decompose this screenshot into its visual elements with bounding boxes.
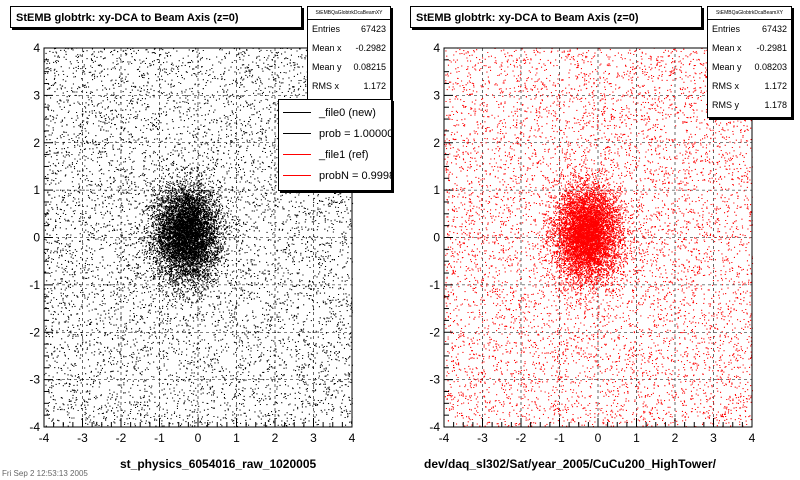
y-tick-label: 3 [33, 88, 40, 102]
y-tick-label: 0 [33, 231, 40, 245]
x-axis-label: st_physics_6054016_raw_1020005 [120, 457, 317, 471]
x-tick-label: 4 [749, 431, 756, 445]
x-tick-label: 2 [672, 431, 679, 445]
legend: _file0 (new) prob = 1.000000 _file1 (ref… [278, 99, 392, 191]
y-tick-label: 4 [33, 41, 40, 55]
stats-row-mean-y: Mean y 0.08203 [712, 62, 787, 72]
legend-entry-probn: probN = 0.999800 [279, 165, 391, 186]
x-tick-label: -3 [77, 431, 88, 445]
x-tick-label: -4 [39, 431, 50, 445]
axis-ticks [43, 47, 353, 428]
y-tick-label: 3 [433, 88, 440, 102]
stats-histogram-name: StEMBQaGlobtrkDcaBeamXY [708, 7, 791, 20]
x-tick-label: 1 [633, 431, 640, 445]
x-tick-label: -2 [516, 431, 527, 445]
x-tick-label: -1 [554, 431, 565, 445]
x-tick-label: -1 [154, 431, 165, 445]
y-tick-label: 1 [33, 183, 40, 197]
x-tick-label: 0 [595, 431, 602, 445]
y-tick-label: -2 [429, 325, 440, 339]
stats-box: StEMBQaGlobtrkDcaBeamXY Entries 67432 Mea… [707, 6, 792, 118]
histogram-panel-new: -4 -3 -2 -1 0 1 2 3 4 -4 -3 -2 -1 0 1 2 3 4 StEMB globtrk… [10, 6, 392, 471]
legend-entry-prob: prob = 1.000000 [279, 123, 391, 144]
x-axis-label: dev/daq_sl302/Sat/year_2005/CuCu200_High… [424, 457, 716, 471]
y-tick-label: -3 [429, 373, 440, 387]
chart-title: StEMB globtrk: xy-DCA to Beam Axis (z=0) [10, 6, 302, 28]
y-tick-label: 2 [433, 136, 440, 150]
scatter-points [44, 47, 354, 428]
x-tick-label: 0 [195, 431, 202, 445]
chart-title: StEMB globtrk: xy-DCA to Beam Axis (z=0) [410, 6, 702, 28]
stats-row-rms-x: RMS x 1.172 [312, 81, 386, 91]
stats-box: StEMBQaGlobtrkDcaBeamXY Entries 67423 Mea… [307, 6, 391, 102]
scatter-plot-new: -4 -3 -2 -1 0 1 2 3 4 -4 -3 -2 -1 0 1 2 3 4 [29, 41, 356, 445]
y-tick-label: -1 [429, 278, 440, 292]
scatter-points [444, 47, 754, 428]
y-tick-label: -4 [29, 420, 40, 434]
y-tick-label: -3 [29, 373, 40, 387]
y-tick-label: -4 [429, 420, 440, 434]
x-tick-label: 2 [272, 431, 279, 445]
stats-histogram-name: StEMBQaGlobtrkDcaBeamXY [308, 7, 390, 20]
stats-row-mean-x: Mean x -0.2981 [712, 43, 787, 53]
y-tick-label: 0 [433, 231, 440, 245]
x-tick-label: 3 [310, 431, 317, 445]
stats-row-entries: Entries 67432 [712, 24, 787, 34]
stats-row-mean-y: Mean y 0.08215 [312, 62, 386, 72]
x-tick-label: 4 [349, 431, 356, 445]
y-tick-label: 2 [33, 136, 40, 150]
axis-ticks [443, 47, 753, 428]
y-tick-label: 1 [433, 183, 440, 197]
stats-row-entries: Entries 67423 [312, 24, 386, 34]
legend-entry-file1: _file1 (ref) [279, 144, 391, 165]
x-tick-label: -4 [439, 431, 450, 445]
x-tick-label: 3 [710, 431, 717, 445]
y-tick-label: -2 [29, 325, 40, 339]
y-tick-label: -1 [29, 278, 40, 292]
histogram-panel-ref: -4 -3 -2 -1 0 1 2 3 4 -4 -3 -2 -1 0 1 2 3 4 StEMB globtrk… [400, 0, 800, 480]
scatter-plot-ref: -4 -3 -2 -1 0 1 2 3 4 -4 -3 -2 -1 0 1 2 3 4 [429, 41, 756, 445]
stats-row-rms-y: RMS y 1.178 [712, 100, 787, 110]
y-tick-label: 4 [433, 41, 440, 55]
x-tick-label: -3 [477, 431, 488, 445]
x-tick-label: 1 [233, 431, 240, 445]
stats-row-mean-x: Mean x -0.2982 [312, 43, 386, 53]
stats-row-rms-x: RMS x 1.172 [712, 81, 787, 91]
timestamp-footer: Fri Sep 2 12:53:13 2005 [2, 469, 88, 478]
x-tick-label: -2 [116, 431, 127, 445]
legend-entry-file0: _file0 (new) [279, 102, 391, 123]
